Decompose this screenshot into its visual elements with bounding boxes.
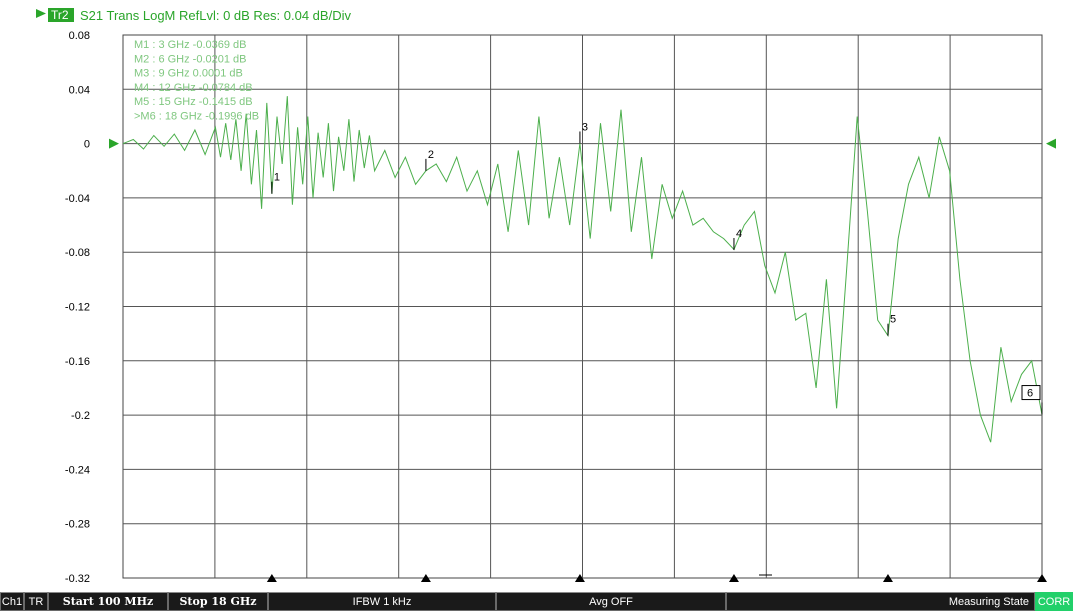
marker-3-label[interactable]: 3 — [582, 121, 588, 133]
marker-1-label[interactable]: 1 — [274, 172, 280, 184]
marker-readout-line: M5 : 15 GHz -0.1415 dB — [134, 96, 253, 108]
trace-badge-bg[interactable] — [48, 8, 74, 22]
marker-readout-line: M4 : 12 GHz -0.0784 dB — [134, 82, 253, 94]
marker-readout-line: M3 : 9 GHz 0.0001 dB — [134, 68, 243, 80]
trace-layer — [122, 96, 1043, 443]
trace-title: S21 Trans LogM RefLvl: 0 dB Res: 0.04 dB… — [80, 8, 351, 23]
ifbw-setting[interactable]: IFBW 1 kHz — [268, 592, 496, 611]
marker-5-position-arrow-icon[interactable] — [882, 574, 893, 582]
y-tick-labels: 0.08 0.04 0 -0.04 -0.08 -0.12 -0.16 -0.2 -0.24 -0… — [65, 30, 90, 585]
trace-badge[interactable]: Tr2 — [51, 8, 69, 22]
y-tick-label: -0.32 — [65, 573, 90, 585]
y-tick-label: -0.04 — [65, 193, 90, 205]
s21-trace-line — [122, 96, 1043, 443]
y-tick-label: -0.2 — [71, 410, 90, 422]
reference-arrows — [109, 138, 1056, 149]
y-tick-label: 0.04 — [69, 84, 90, 96]
status-bar: Ch1 TR Start 100 MHz Stop 18 GHz IFBW 1 … — [0, 592, 1073, 611]
marker-readout-line: M1 : 3 GHz -0.0369 dB — [134, 39, 247, 51]
ref-level-left-arrow-icon[interactable] — [109, 138, 119, 149]
marker-6-position-arrow-icon[interactable] — [1037, 574, 1047, 582]
y-tick-label: 0.08 — [69, 30, 90, 42]
ref-level-right-arrow-icon[interactable] — [1046, 138, 1056, 149]
measuring-state: Measuring State — [726, 592, 1035, 611]
marker-6-label[interactable]: 6 — [1027, 388, 1033, 400]
y-tick-label: -0.24 — [65, 464, 90, 476]
marker-position-arrows — [266, 574, 1047, 582]
s21-plot: Tr2 S21 Trans LogM RefLvl: 0 dB Res: 0.0… — [36, 8, 1056, 585]
marker-2-label[interactable]: 2 — [428, 149, 434, 161]
y-tick-label: 0 — [84, 139, 90, 151]
y-tick-label: -0.12 — [65, 302, 90, 314]
marker-readout-line: M2 : 6 GHz -0.0201 dB — [134, 53, 247, 65]
marker-3-position-arrow-icon[interactable] — [574, 574, 585, 582]
channel-indicator[interactable]: Ch1 — [0, 592, 24, 611]
marker-layer: 1 2 3 4 5 6 — [271, 121, 1043, 415]
averaging-setting[interactable]: Avg OFF — [496, 592, 726, 611]
marker-readout: M1 : 3 GHz -0.0369 dB M2 : 6 GHz -0.0201 … — [134, 39, 259, 123]
marker-2-position-arrow-icon[interactable] — [420, 574, 431, 582]
plot-grid — [123, 35, 1042, 578]
marker-5-label[interactable]: 5 — [890, 314, 896, 326]
analyzer-screen: Tr2 S21 Trans LogM RefLvl: 0 dB Res: 0.0… — [36, 8, 1056, 585]
marker-1-position-arrow-icon[interactable] — [266, 574, 277, 582]
stop-frequency[interactable]: Stop 18 GHz — [168, 592, 268, 611]
marker-4-position-arrow-icon[interactable] — [728, 574, 739, 582]
y-tick-label: -0.28 — [65, 519, 90, 531]
active-marker-box[interactable] — [1021, 385, 1041, 401]
marker-4-label[interactable]: 4 — [736, 228, 742, 240]
y-tick-label: -0.08 — [65, 247, 90, 259]
correction-badge[interactable]: CORR — [1035, 592, 1073, 611]
marker-readout-line: >M6 : 18 GHz -0.1996 dB — [134, 111, 259, 123]
y-tick-label: -0.16 — [65, 356, 90, 368]
trace-active-arrow-icon — [36, 9, 46, 18]
mode-indicator[interactable]: TR — [24, 592, 48, 611]
start-frequency[interactable]: Start 100 MHz — [48, 592, 168, 611]
